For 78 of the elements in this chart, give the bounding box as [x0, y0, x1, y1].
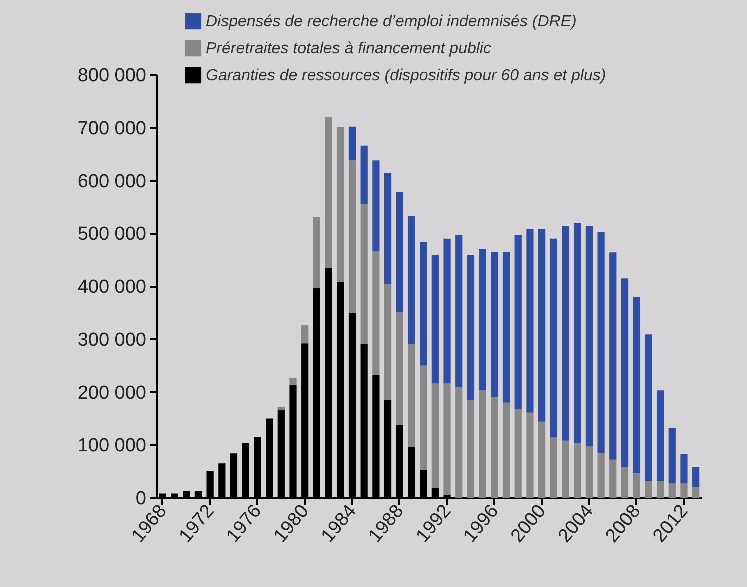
bar: [396, 192, 404, 312]
bar: [610, 460, 617, 498]
bar: [692, 467, 700, 488]
bar: [360, 146, 368, 204]
y-tick-label: 300 000: [78, 330, 146, 351]
bar: [610, 252, 617, 460]
bar: [680, 454, 688, 484]
y-tick-label: 100 000: [78, 436, 146, 457]
legend-label: Dispensés de recherche d’emploi indemnisés (DRE): [206, 14, 577, 30]
bar: [692, 487, 700, 498]
bar: [550, 438, 558, 498]
bar: [586, 446, 593, 498]
bar: [467, 255, 475, 400]
bar: [621, 467, 629, 498]
bar: [384, 173, 392, 284]
bar: [313, 217, 320, 288]
bar: [372, 252, 380, 376]
bar: [396, 312, 404, 426]
bar: [633, 297, 640, 474]
bar: [621, 278, 629, 468]
bar: [302, 325, 309, 344]
bar: [456, 387, 463, 498]
y-tick-label: 700 000: [78, 118, 146, 140]
bar: [574, 444, 582, 498]
bar: [538, 422, 546, 498]
bar: [348, 160, 356, 314]
bar: [360, 204, 368, 344]
bar: [645, 334, 652, 482]
bar: [656, 481, 664, 498]
bar: [526, 412, 534, 498]
bar: [444, 384, 451, 496]
bar: [444, 238, 451, 384]
y-tick-label: 200 000: [78, 382, 146, 404]
bar: [456, 235, 463, 388]
bar: [408, 216, 416, 344]
bar: [645, 481, 652, 498]
bar: [668, 484, 676, 498]
bar: [348, 126, 356, 161]
bar: [680, 484, 688, 498]
bar: [408, 344, 416, 448]
bar: [420, 366, 428, 471]
bar: [502, 402, 510, 498]
bar: [502, 252, 510, 403]
bar: [526, 229, 534, 413]
bar: [598, 232, 605, 454]
y-tick-label: 500 000: [78, 224, 146, 246]
y-tick-label: 400 000: [78, 277, 146, 298]
bar: [479, 390, 486, 498]
bar: [586, 226, 593, 447]
bar: [550, 238, 558, 438]
bar: [656, 390, 664, 482]
bar: [514, 235, 522, 410]
bar: [432, 255, 439, 384]
bar: [491, 397, 498, 498]
bar: [337, 127, 344, 282]
bar: [633, 474, 640, 498]
bar: [325, 117, 332, 269]
legend-label: Préretraites totales à financement public: [206, 40, 492, 58]
y-tick-label: 600 000: [78, 171, 146, 192]
bar: [278, 407, 285, 410]
bar: [668, 428, 676, 484]
bar: [384, 284, 392, 400]
bar: [514, 409, 522, 498]
y-tick-label: 0: [136, 488, 146, 510]
bar: [290, 378, 297, 385]
bar: [467, 400, 475, 498]
bar: [562, 226, 570, 441]
bar: [574, 223, 582, 444]
bar: [538, 229, 546, 422]
bar: [420, 242, 428, 366]
y-tick-label: 800 000: [78, 66, 146, 86]
bar: [598, 454, 605, 498]
bar: [562, 440, 570, 498]
bar: [432, 384, 439, 488]
legend-label: Garanties de ressources (dispositifs pour 60 ans et plus): [206, 68, 606, 84]
bar: [491, 252, 498, 398]
bar: [372, 160, 380, 252]
bar: [479, 248, 486, 391]
